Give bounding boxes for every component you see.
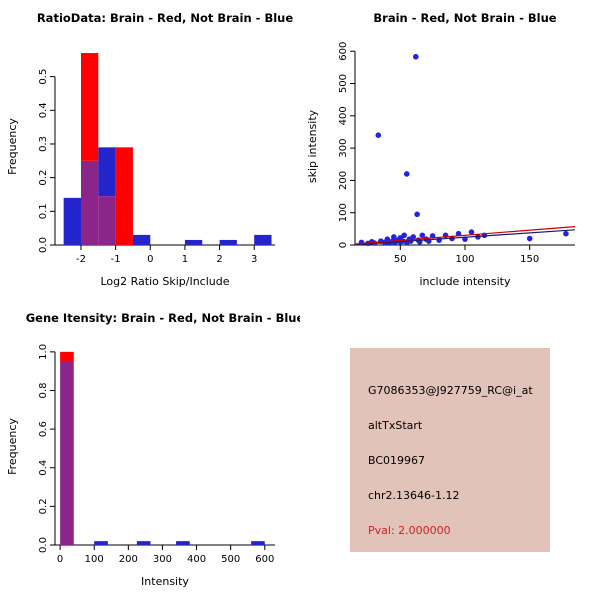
svg-text:1.0: 1.0 [38,344,49,360]
panel-intensity-scatter: Brain - Red, Not Brain - Blue 50 100 150 0 10… [300,0,600,300]
pval-text: Pval: 2.000000 [368,524,451,537]
svg-text:200: 200 [119,554,138,565]
svg-text:Brain - Red, Not Brain - Blue: Brain - Red, Not Brain - Blue [373,11,556,25]
svg-text:0: 0 [338,242,349,248]
svg-text:0.8: 0.8 [38,383,49,399]
svg-text:100: 100 [455,254,474,265]
svg-text:0.4: 0.4 [38,102,49,118]
svg-text:200: 200 [338,171,349,190]
svg-text:Log2 Ratio Skip/Include: Log2 Ratio Skip/Include [100,275,229,288]
accession-text: BC019967 [368,454,426,467]
svg-text:skip intensity: skip intensity [306,109,319,183]
svg-text:600: 600 [338,42,349,61]
svg-text:0: 0 [57,554,63,565]
svg-text:500: 500 [338,74,349,93]
svg-text:include intensity: include intensity [419,275,511,288]
svg-text:0.2: 0.2 [38,170,49,186]
svg-text:500: 500 [221,554,240,565]
ratio-histogram-chart: RatioData: Brain - Red, Not Brain - Blue… [6,11,294,288]
svg-text:300: 300 [338,139,349,158]
svg-text:0.5: 0.5 [38,69,49,85]
svg-text:1: 1 [182,254,188,265]
svg-text:600: 600 [255,554,274,565]
probe-id-text: G7086353@J927759_RC@i_at [368,384,533,397]
probe-info-box: G7086353@J927759_RC@i_at altTxStart BC01… [350,348,550,552]
svg-text:Gene Itensity: Brain - Red, No: Gene Itensity: Brain - Red, Not Brain - … [26,311,300,325]
svg-text:0.4: 0.4 [38,460,49,476]
svg-text:0.0: 0.0 [38,537,49,553]
panel-ratio-histogram: RatioData: Brain - Red, Not Brain - Blue… [0,0,300,300]
svg-text:-2: -2 [76,254,86,265]
svg-text:Intensity: Intensity [141,575,189,588]
svg-text:150: 150 [520,254,539,265]
svg-text:300: 300 [153,554,172,565]
svg-text:400: 400 [338,106,349,125]
svg-text:0.3: 0.3 [38,136,49,152]
svg-text:2: 2 [216,254,222,265]
svg-text:0.6: 0.6 [38,421,49,437]
panel-gene-intensity-histogram: Gene Itensity: Brain - Red, Not Brain - … [0,300,300,600]
svg-text:100: 100 [85,554,104,565]
svg-text:0.1: 0.1 [38,203,49,219]
svg-text:50: 50 [394,254,407,265]
skip-include-scatter-chart: Brain - Red, Not Brain - Blue 50 100 150 0 10… [306,11,576,288]
panel-probe-info: G7086353@J927759_RC@i_at altTxStart BC01… [300,300,600,600]
svg-text:3: 3 [251,254,257,265]
svg-text:0.2: 0.2 [38,498,49,514]
svg-text:-1: -1 [111,254,121,265]
svg-text:RatioData: Brain - Red, Not Br: RatioData: Brain - Red, Not Brain - Blue [37,11,294,25]
svg-text:Frequency: Frequency [6,118,19,175]
svg-text:400: 400 [187,554,206,565]
svg-text:100: 100 [338,203,349,222]
svg-text:Frequency: Frequency [6,418,19,475]
gene-intensity-histogram-chart: Gene Itensity: Brain - Red, Not Brain - … [6,311,300,588]
svg-text:0.0: 0.0 [38,237,49,253]
event-type-text: altTxStart [368,419,423,432]
chromosome-location-text: chr2.13646-1.12 [368,489,460,502]
svg-text:0: 0 [147,254,153,265]
